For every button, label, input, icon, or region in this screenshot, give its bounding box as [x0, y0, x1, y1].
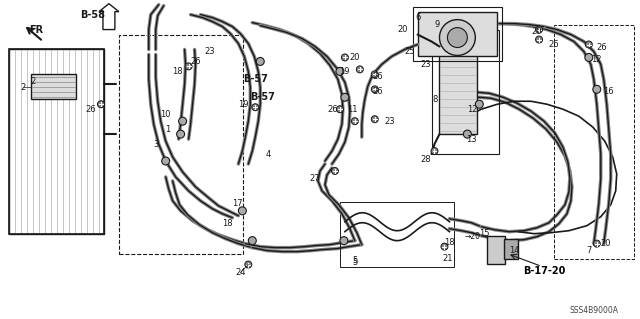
Text: 19: 19	[238, 100, 248, 109]
Text: 9: 9	[435, 20, 440, 29]
Circle shape	[332, 167, 339, 174]
Text: 11: 11	[348, 105, 358, 114]
Text: 18: 18	[221, 219, 232, 228]
Circle shape	[371, 86, 378, 93]
Bar	[431, 30, 499, 154]
Bar	[440, 47, 477, 134]
Circle shape	[447, 27, 467, 48]
Circle shape	[341, 93, 349, 101]
Circle shape	[245, 261, 252, 268]
Text: 25: 25	[404, 47, 415, 56]
Text: 26: 26	[190, 57, 201, 66]
Text: →20: →20	[465, 232, 481, 241]
Circle shape	[585, 54, 593, 62]
Text: 12: 12	[591, 55, 602, 64]
Circle shape	[371, 71, 378, 78]
Text: 8: 8	[432, 95, 438, 104]
Bar	[487, 236, 505, 263]
Circle shape	[536, 36, 543, 43]
Text: 4: 4	[266, 150, 271, 159]
Text: 20: 20	[349, 53, 360, 62]
Text: B-57: B-57	[243, 74, 268, 84]
Circle shape	[340, 237, 348, 245]
Text: 23: 23	[421, 60, 431, 69]
Text: SSS4B9000A: SSS4B9000A	[570, 306, 619, 315]
Circle shape	[238, 207, 246, 215]
Circle shape	[179, 117, 187, 125]
Circle shape	[97, 101, 104, 108]
Text: 24: 24	[235, 268, 246, 277]
Text: 18: 18	[444, 238, 455, 247]
Circle shape	[185, 63, 192, 70]
Circle shape	[162, 157, 170, 165]
Text: 10: 10	[160, 110, 171, 119]
Text: 23: 23	[385, 117, 395, 126]
Circle shape	[252, 104, 259, 111]
Text: 5: 5	[352, 256, 358, 265]
Text: B-57: B-57	[250, 92, 275, 102]
Bar	[417, 12, 497, 56]
Text: FR: FR	[29, 25, 44, 34]
Circle shape	[441, 243, 448, 250]
Circle shape	[476, 100, 483, 108]
Text: 14: 14	[509, 246, 520, 255]
Text: 21: 21	[442, 254, 452, 263]
Text: 7: 7	[586, 246, 592, 255]
Circle shape	[463, 130, 471, 138]
Circle shape	[177, 130, 184, 138]
Text: 3: 3	[154, 140, 159, 149]
Bar	[504, 239, 518, 259]
Text: 13: 13	[466, 135, 477, 144]
Text: 19: 19	[339, 67, 350, 76]
Text: 12: 12	[467, 105, 477, 114]
Circle shape	[593, 85, 601, 93]
Bar	[340, 202, 454, 267]
Bar	[413, 7, 502, 62]
Circle shape	[336, 67, 344, 75]
Text: 17: 17	[232, 199, 243, 208]
Text: 2: 2	[31, 77, 36, 86]
Text: B-17-20: B-17-20	[523, 265, 565, 276]
Text: 20: 20	[600, 239, 611, 248]
Text: 15: 15	[479, 229, 489, 238]
Circle shape	[337, 106, 344, 113]
Text: 2: 2	[20, 83, 26, 92]
Circle shape	[371, 116, 378, 123]
Text: 1: 1	[165, 125, 171, 134]
Text: 5: 5	[352, 258, 358, 267]
Circle shape	[586, 41, 592, 48]
Text: 26: 26	[85, 105, 96, 114]
Circle shape	[256, 57, 264, 65]
Text: 26: 26	[372, 72, 383, 81]
Circle shape	[248, 237, 256, 245]
Text: 20: 20	[532, 27, 542, 36]
Text: 26: 26	[327, 105, 338, 114]
FancyArrow shape	[99, 4, 119, 30]
Bar	[10, 49, 104, 234]
Circle shape	[341, 54, 348, 61]
Text: B-58: B-58	[81, 10, 106, 20]
Bar	[10, 49, 104, 234]
Circle shape	[440, 19, 476, 56]
Text: 28: 28	[421, 154, 431, 164]
Text: 26: 26	[548, 40, 559, 49]
Text: 26: 26	[372, 87, 383, 96]
Circle shape	[356, 66, 364, 73]
Text: 18: 18	[172, 67, 182, 76]
Text: 23: 23	[205, 47, 216, 56]
Text: 6: 6	[415, 13, 420, 22]
Circle shape	[593, 240, 600, 247]
Bar	[119, 34, 243, 254]
Bar	[554, 25, 634, 259]
Circle shape	[536, 26, 543, 33]
Circle shape	[351, 118, 358, 125]
Bar	[31, 74, 76, 99]
Text: 20: 20	[397, 25, 408, 34]
Text: 26: 26	[596, 43, 607, 52]
Text: 16: 16	[604, 87, 614, 96]
Circle shape	[431, 148, 438, 154]
Text: 27: 27	[309, 174, 320, 183]
